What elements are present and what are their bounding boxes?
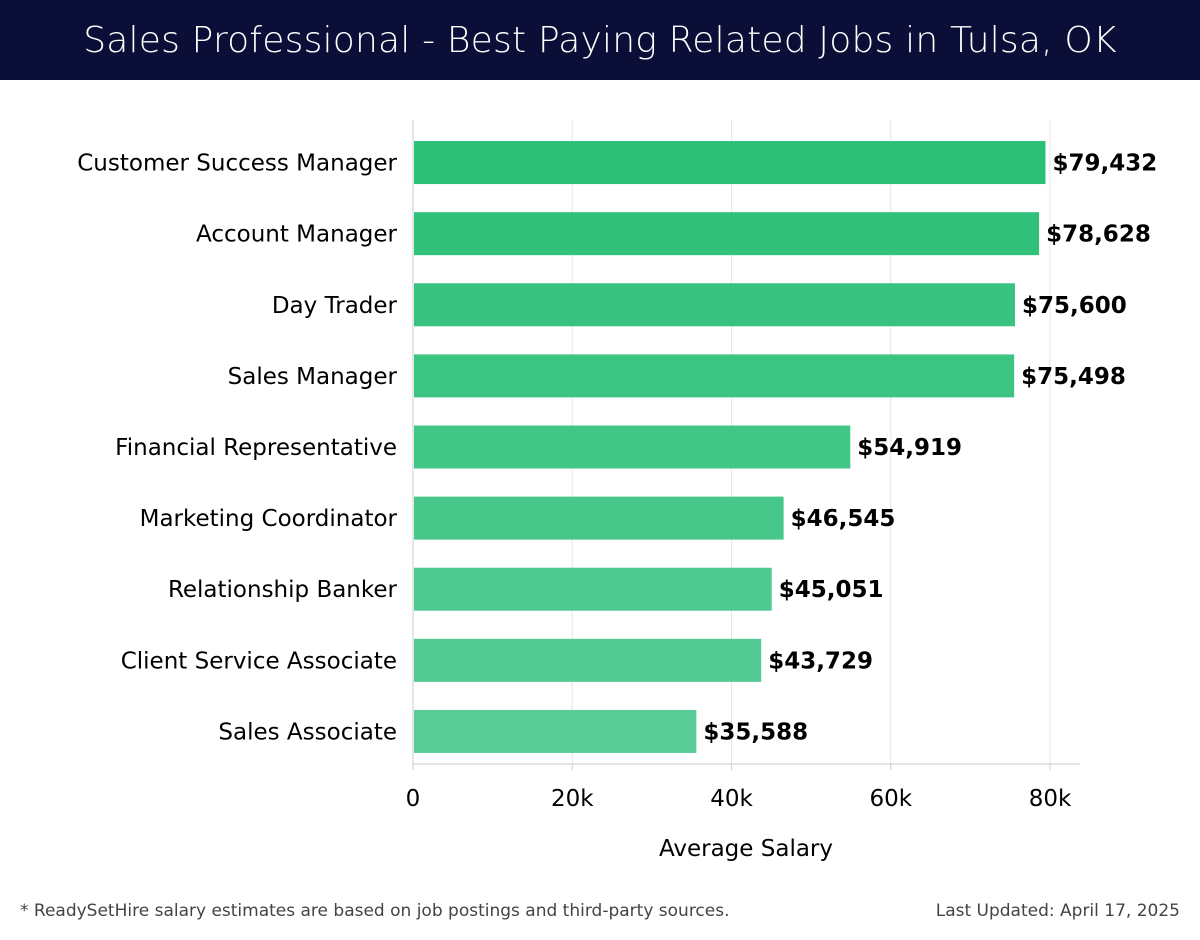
bar [414,354,1015,398]
data-label: $54,919 [857,435,962,461]
category-label: Account Manager [196,222,398,248]
page-title: Sales Professional - Best Paying Related… [83,19,1117,61]
x-tick-label: 20k [551,786,594,812]
bar [414,496,784,540]
bar [414,425,851,469]
bar [414,283,1015,327]
category-label: Marketing Coordinator [140,506,398,532]
category-label: Client Service Associate [121,648,397,674]
data-label: $78,628 [1046,222,1151,248]
data-label: $45,051 [779,577,884,603]
category-label: Customer Success Manager [77,151,397,177]
data-label: $46,545 [791,506,896,532]
data-label: $75,600 [1022,293,1127,319]
salary-bar-chart: Customer Success Manager $79,432 Account M… [77,120,1157,862]
bar [414,709,697,753]
category-label: Sales Associate [218,719,397,745]
data-label: $43,729 [768,648,873,674]
category-label: Sales Manager [228,364,398,390]
x-tick-label: 0 [406,786,421,812]
x-tick-label: 80k [1029,786,1072,812]
bar [414,212,1040,256]
category-label: Relationship Banker [168,577,398,603]
title-bar: Sales Professional - Best Paying Related… [0,0,1200,80]
x-tick-label: 60k [869,786,912,812]
data-label: $75,498 [1021,364,1126,390]
data-label: $79,432 [1052,151,1157,177]
x-tick-label: 40k [710,786,753,812]
data-label: $35,588 [703,719,808,745]
bar [414,638,762,682]
category-label: Day Trader [272,293,398,319]
x-axis-title: Average Salary [659,836,833,862]
bar [414,141,1046,185]
footnote: * ReadySetHire salary estimates are base… [20,901,730,921]
bar [414,567,772,611]
category-label: Financial Representative [115,435,397,461]
last-updated: Last Updated: April 17, 2025 [935,901,1180,921]
